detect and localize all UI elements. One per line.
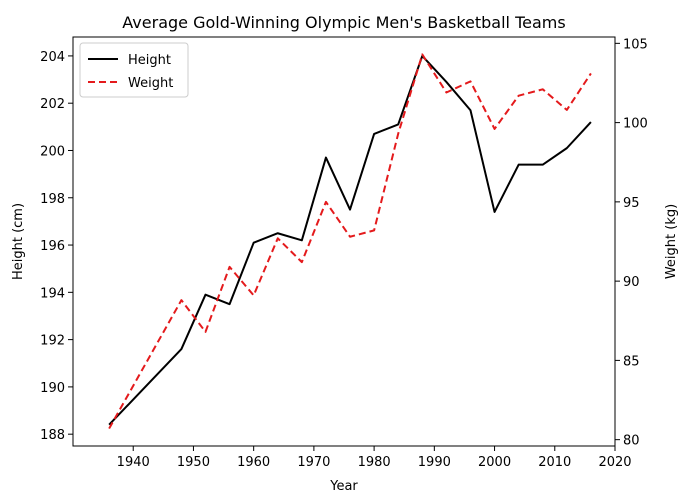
legend-label-weight: Weight [128,76,173,91]
legend: Height Weight [79,42,189,98]
y-right-tick-label: 100 [623,117,648,132]
x-tick-label: 1980 [358,455,391,470]
x-tick-label: 1990 [418,455,451,470]
y-left-tick-label: 190 [40,381,65,396]
series-line-height [108,54,592,426]
legend-label-height: Height [128,53,171,68]
legend-box [79,42,189,98]
y-left-tick-label: 204 [40,50,65,65]
x-tick-label: 1950 [177,455,210,470]
y-left-tick-label: 198 [40,192,65,207]
chart-title: Average Gold-Winning Olympic Men's Baske… [122,13,565,32]
x-tick-label: 1940 [117,455,150,470]
y-right-tick-label: 105 [623,37,648,52]
y-left-tick-label: 188 [40,428,65,443]
y-right-tick-label: 85 [623,354,640,369]
x-tick-label: 2020 [598,455,631,470]
y-axis-left-label: Height (cm) [11,203,26,280]
y-right-tick-label: 80 [623,434,640,449]
series-layer [108,53,592,430]
y-axis-right-label: Weight (kg) [664,204,679,279]
x-tick-label: 1960 [237,455,270,470]
y-left-tick-label: 202 [40,97,65,112]
y-left-tick-label: 194 [40,286,65,301]
y-left-tick-label: 200 [40,144,65,159]
plot-area-frame [72,36,616,447]
y-left-tick-label: 196 [40,239,65,254]
y-right-tick-label: 90 [623,275,640,290]
x-axis-label: Year [329,479,358,494]
x-tick-label: 2000 [478,455,511,470]
y-left-tick-label: 192 [40,334,65,349]
x-tick-label: 1970 [297,455,330,470]
x-tick-label: 2010 [538,455,571,470]
y-right-tick-label: 95 [623,196,640,211]
series-line-weight [108,53,592,430]
ticks-layer: 1940 1950 1960 1970 1980 1990 2000 2010 2020 188 1… [40,37,648,470]
